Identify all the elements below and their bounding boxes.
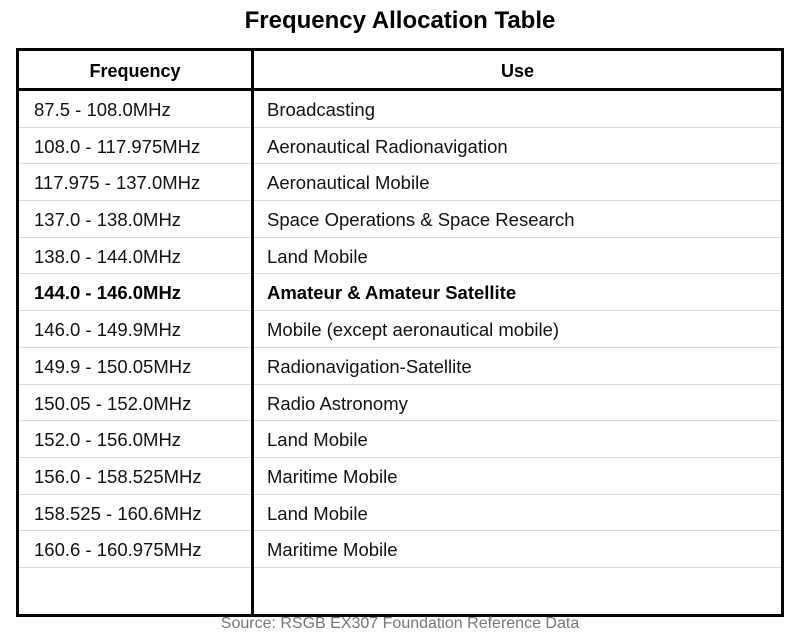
frequency-cell: 137.0 - 138.0MHz	[34, 209, 182, 231]
frequency-cell: 150.05 - 152.0MHz	[34, 392, 192, 414]
table-row: 117.975 - 137.0MHz Aeronautical Mobile	[19, 164, 781, 202]
frequency-cell: 144.0 - 146.0MHz	[34, 282, 182, 304]
use-cell: Mobile (except aeronautical mobile)	[267, 319, 560, 341]
use-cell: Land Mobile	[267, 502, 368, 524]
table-row: 160.6 - 160.975MHz Maritime Mobile	[19, 531, 781, 568]
use-cell: Land Mobile	[267, 245, 368, 267]
table-body: 87.5 - 108.0MHz Broadcasting 108.0 - 117.9…	[19, 91, 781, 568]
table-row-highlighted: 144.0 - 146.0MHz Amateur & Amateur Satell…	[19, 274, 781, 312]
page-title: Frequency Allocation Table	[244, 7, 556, 34]
use-cell: Aeronautical Mobile	[267, 172, 430, 194]
use-cell: Aeronautical Radionavigation	[267, 135, 508, 157]
frequency-cell: 87.5 - 108.0MHz	[34, 99, 171, 120]
frequency-cell: 138.0 - 144.0MHz	[34, 245, 182, 267]
use-cell: Radionavigation-Satellite	[267, 355, 472, 377]
table-row: 138.0 - 144.0MHz Land Mobile	[19, 238, 781, 275]
table-row: 137.0 - 138.0MHz Space Operations & Space…	[19, 201, 781, 238]
use-cell: Maritime Mobile	[267, 465, 398, 487]
table-row: 87.5 - 108.0MHz Broadcasting	[19, 91, 781, 128]
use-cell: Space Operations & Space Research	[267, 209, 575, 231]
frequency-cell: 160.6 - 160.975MHz	[34, 539, 202, 561]
table-row: 150.05 - 152.0MHz Radio Astronomy	[19, 385, 781, 422]
table-row: 152.0 - 156.0MHz Land Mobile	[19, 421, 781, 458]
column-header-frequency: Frequency	[89, 61, 181, 81]
use-cell: Maritime Mobile	[267, 539, 398, 561]
table-row: 158.525 - 160.6MHz Land Mobile	[19, 495, 781, 532]
frequency-table: Frequency Use 87.5 - 108.0MHz Broadcastin…	[16, 48, 784, 617]
frequency-cell: 156.0 - 158.525MHz	[34, 465, 202, 487]
frequency-cell: 149.9 - 150.05MHz	[34, 355, 192, 377]
table-row: 156.0 - 158.525MHz Maritime Mobile	[19, 458, 781, 495]
table-header-row: Frequency Use	[19, 51, 781, 91]
frequency-cell: 117.975 - 137.0MHz	[34, 172, 201, 194]
table-row: 146.0 - 149.9MHz Mobile (except aeronauti…	[19, 311, 781, 348]
table-row: 149.9 - 150.05MHz Radionavigation-Satelli…	[19, 348, 781, 385]
frequency-cell: 152.0 - 156.0MHz	[34, 429, 182, 451]
use-cell: Broadcasting	[267, 99, 375, 120]
table-row: 108.0 - 117.975MHz Aeronautical Radionavi…	[19, 128, 781, 165]
source-note: Source: RSGB EX307 Foundation Reference …	[220, 615, 580, 632]
frequency-cell: 108.0 - 117.975MHz	[34, 135, 201, 157]
frequency-cell: 158.525 - 160.6MHz	[34, 502, 202, 524]
use-cell: Land Mobile	[267, 429, 368, 451]
column-header-use: Use	[500, 61, 535, 81]
frequency-cell: 146.0 - 149.9MHz	[34, 319, 182, 341]
column-divider	[251, 51, 254, 614]
use-cell: Radio Astronomy	[267, 392, 408, 414]
use-cell: Amateur & Amateur Satellite	[267, 282, 517, 304]
